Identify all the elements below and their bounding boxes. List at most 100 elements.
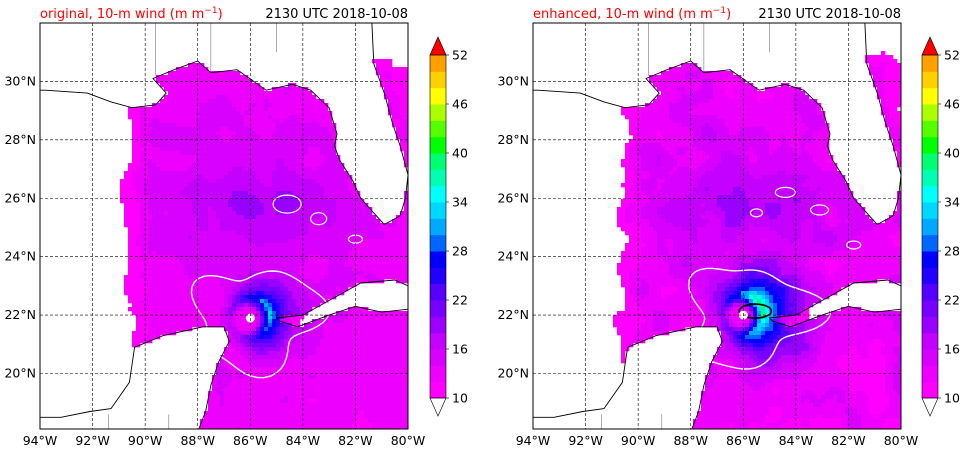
colorbar-tick-label: 34 <box>944 195 960 210</box>
colorbar-tick-label: 52 <box>452 48 468 63</box>
colorbar-tick-label: 28 <box>452 244 468 259</box>
y-tick-label: 26°N <box>497 190 529 205</box>
map-frame <box>39 22 409 430</box>
x-tick-label: 90°W <box>128 433 163 448</box>
x-tick-label: 86°W <box>726 433 761 448</box>
y-axis: 20°N 22°N 24°N 26°N 28°N 30°N <box>497 73 529 380</box>
map-frame <box>532 22 902 430</box>
colorbar-segment <box>922 234 938 252</box>
colorbar-extend-max <box>921 36 939 56</box>
gridlines <box>533 23 901 429</box>
colorbar-segment <box>922 71 938 89</box>
colorbar-segment <box>922 136 938 154</box>
colorbar-segment <box>922 300 938 317</box>
colorbar-segment <box>922 365 938 383</box>
colorbar-segment <box>430 136 446 154</box>
colorbar-segment <box>430 71 446 89</box>
colorbar-segment <box>922 153 938 170</box>
colorbar-segment <box>922 332 938 350</box>
y-tick-label: 20°N <box>4 366 36 381</box>
x-axis: 94°W 92°W 90°W 88°W 86°W 84°W 82°W 80°W <box>516 433 919 448</box>
x-tick-label: 88°W <box>180 433 215 448</box>
colorbar-segment <box>922 316 938 334</box>
colorbar-tick-label: 22 <box>452 293 468 308</box>
colorbar-tick-label: 52 <box>944 48 960 63</box>
colorbar-segment <box>430 349 446 366</box>
colorbar-segment <box>922 169 938 187</box>
colorbar-segment <box>922 218 938 236</box>
x-tick-label: 86°W <box>233 433 268 448</box>
wind-field <box>613 51 901 429</box>
colorbar-segment <box>430 365 446 383</box>
panel-timestamp: 2130 UTC 2018-10-08 <box>758 7 901 22</box>
y-tick-label: 24°N <box>497 249 529 264</box>
colorbar-segment <box>430 185 446 203</box>
colorbar-segment <box>922 381 938 399</box>
gridlines <box>40 23 408 429</box>
y-tick-label: 28°N <box>497 132 529 147</box>
colorbar-segment <box>430 283 446 301</box>
colorbar-tick-label: 46 <box>944 97 960 112</box>
x-tick-label: 88°W <box>673 433 708 448</box>
colorbar-segment <box>430 332 446 350</box>
colorbar-segment <box>430 381 446 399</box>
colorbar-segment <box>430 300 446 317</box>
x-tick-label: 92°W <box>75 433 110 448</box>
colorbar-segment <box>430 202 446 219</box>
panel-title: original, 10-m wind (m m−1) <box>40 6 223 22</box>
colorbar-tick-label: 40 <box>452 146 468 161</box>
x-tick-label: 92°W <box>568 433 603 448</box>
colorbar-tick-label: 28 <box>944 244 960 259</box>
coastlines <box>40 23 408 429</box>
colorbar-tick-label: 40 <box>944 146 960 161</box>
colorbar-segment <box>922 55 938 72</box>
x-tick-label: 90°W <box>621 433 656 448</box>
colorbar-segment <box>922 87 938 105</box>
y-tick-label: 22°N <box>497 307 529 322</box>
x-tick-label: 94°W <box>23 433 58 448</box>
y-tick-label: 22°N <box>4 307 36 322</box>
colorbar-tick-label: 16 <box>452 342 468 357</box>
x-tick-label: 80°W <box>391 433 426 448</box>
colorbar-tick-label: 34 <box>452 195 468 210</box>
colorbar-segment <box>430 218 446 236</box>
colorbar-segment <box>430 87 446 105</box>
title-superscript: −1 <box>713 6 726 16</box>
x-tick-label: 80°W <box>884 433 919 448</box>
colorbar-segment <box>922 349 938 366</box>
coastlines <box>533 23 901 429</box>
colorbar-segment <box>430 267 446 285</box>
y-axis: 20°N 22°N 24°N 26°N 28°N 30°N <box>4 73 36 380</box>
title-superscript: −1 <box>204 6 217 16</box>
colorbar-tick-label: 10 <box>452 391 468 406</box>
colorbar-segment <box>430 251 446 268</box>
colorbar-extend-min <box>921 397 939 417</box>
wind-field <box>120 59 408 429</box>
y-tick-label: 28°N <box>4 132 36 147</box>
y-tick-label: 30°N <box>497 73 529 88</box>
x-axis: 94°W 92°W 90°W 88°W 86°W 84°W 82°W 80°W <box>23 433 426 448</box>
panel-timestamp: 2130 UTC 2018-10-08 <box>265 7 408 22</box>
colorbar-segment <box>430 169 446 187</box>
colorbar-segment <box>922 202 938 219</box>
y-tick-label: 30°N <box>4 73 36 88</box>
colorbar-segment <box>922 120 938 138</box>
colorbar-segment <box>430 316 446 334</box>
colorbar-tick-label: 22 <box>944 293 960 308</box>
colorbar-segment <box>430 153 446 170</box>
colorbar-segment <box>922 185 938 203</box>
y-tick-label: 20°N <box>497 366 529 381</box>
colorbar-segment <box>430 234 446 252</box>
colorbar-segment <box>430 55 446 72</box>
x-tick-label: 94°W <box>516 433 551 448</box>
colorbar-tick-label: 46 <box>452 97 468 112</box>
colorbar-segment <box>922 267 938 285</box>
colorbar-extend-max <box>429 36 447 56</box>
colorbar-tick-label: 10 <box>944 391 960 406</box>
colorbar-tick-label: 16 <box>944 342 960 357</box>
colorbar: 10 16 22 28 34 40 46 52 <box>921 36 960 417</box>
colorbar-extend-min <box>429 397 447 417</box>
colorbar: 10 16 22 28 34 40 46 52 <box>429 36 468 417</box>
colorbar-segment <box>922 283 938 301</box>
